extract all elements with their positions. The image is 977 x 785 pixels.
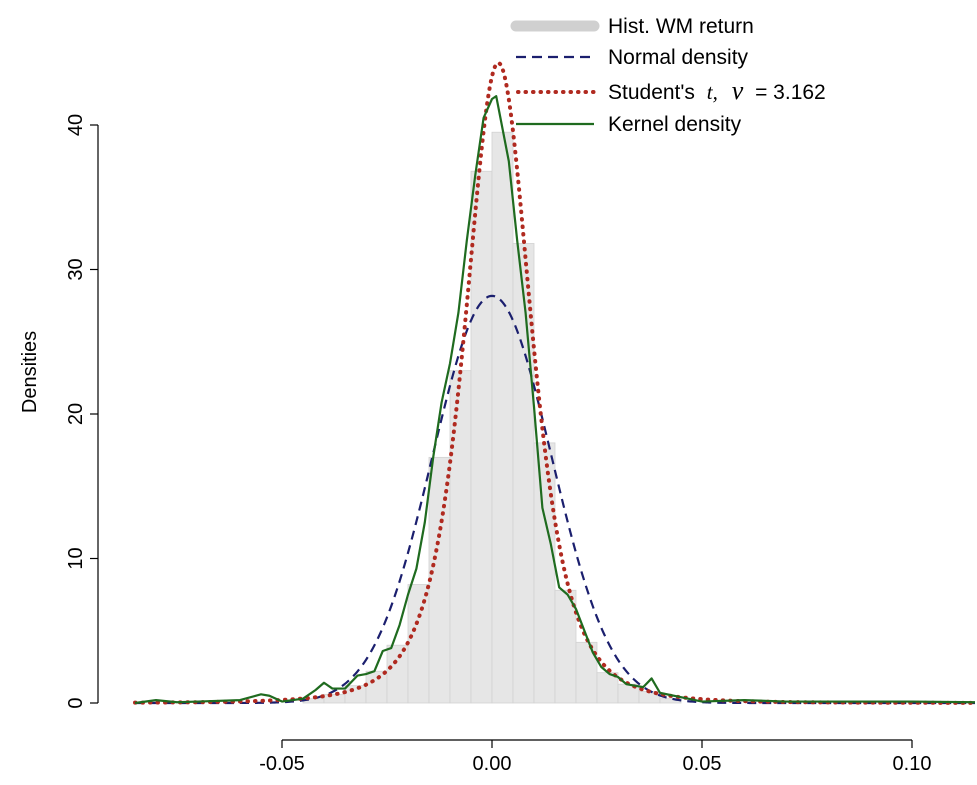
- axes: 0 10 20 30 40 -0.05 0.00 0.05 0.10: [65, 114, 931, 775]
- legend-label-kernel: Kernel density: [608, 113, 742, 136]
- y-tick-label: 10: [65, 547, 87, 569]
- x-tick-label: 0.05: [683, 753, 722, 775]
- kernel-density-line: [134, 95, 976, 705]
- histogram-bar: [386, 644, 409, 704]
- histogram-bars: [302, 131, 682, 704]
- y-tick-label: 0: [65, 697, 87, 708]
- histogram-bar: [449, 370, 472, 704]
- histogram-bar: [323, 693, 346, 704]
- legend: Hist. WM return Normal density Student's…: [510, 15, 826, 136]
- x-tick-label: 0.00: [473, 753, 512, 775]
- histogram-bar: [344, 685, 367, 704]
- y-tick-label: 40: [65, 114, 87, 136]
- legend-student-value: = 3.162: [755, 81, 826, 104]
- legend-label-normal: Normal density: [608, 46, 749, 69]
- density-curves: [133, 60, 977, 705]
- legend-label-hist: Hist. WM return: [608, 15, 754, 38]
- legend-student-prefix: Student's: [608, 81, 695, 104]
- histogram-bar: [428, 456, 451, 704]
- normal-density-line: [135, 294, 975, 705]
- y-axis-label: Densities: [19, 331, 41, 413]
- histogram-bar: [512, 243, 535, 704]
- histogram-bar: [470, 170, 493, 704]
- y-tick-label: 30: [65, 258, 87, 280]
- y-tick-label: 20: [65, 403, 87, 425]
- x-tick-label: 0.10: [893, 753, 932, 775]
- x-tick-label: -0.05: [259, 753, 305, 775]
- legend-student-nu: ν: [732, 76, 744, 105]
- legend-student-t: t,: [707, 80, 718, 104]
- histogram-bar: [365, 670, 388, 704]
- histogram-bar: [533, 442, 556, 704]
- histogram-bar: [491, 131, 514, 704]
- legend-label-student: Student's t, ν = 3.162: [608, 76, 826, 105]
